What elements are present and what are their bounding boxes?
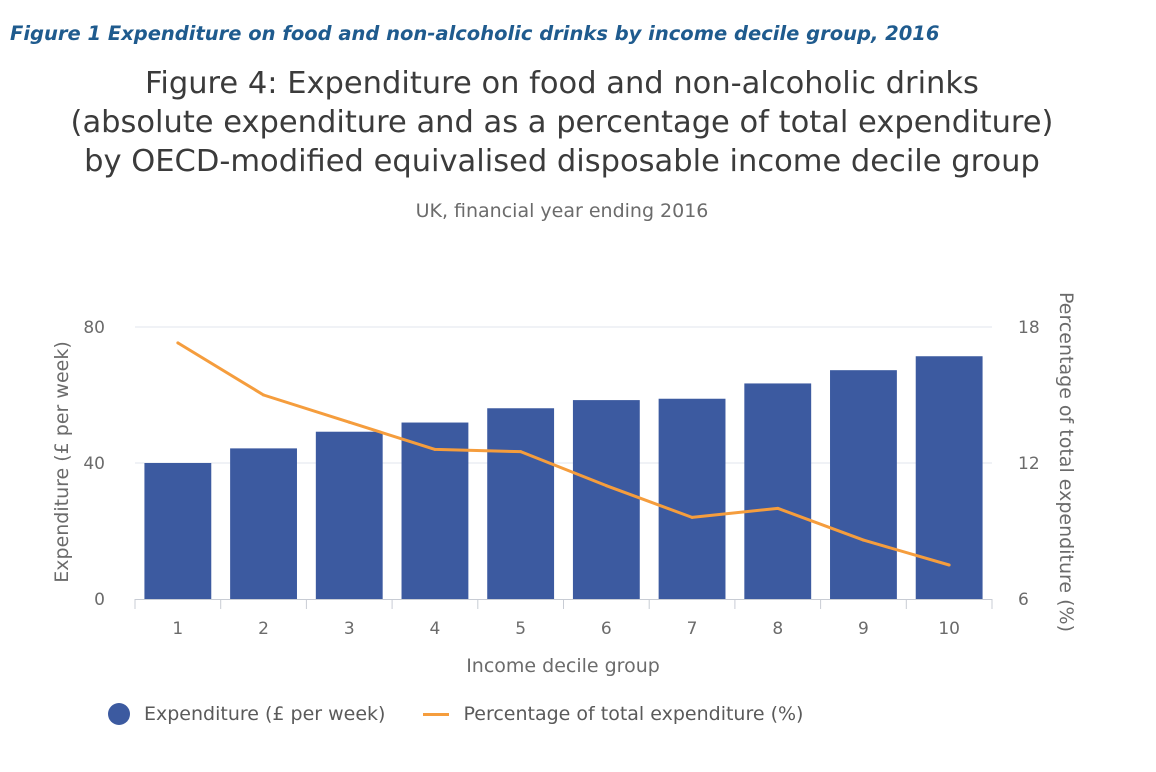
line-point — [861, 538, 865, 542]
legend: Expenditure (£ per week) Percentage of t… — [108, 703, 803, 725]
bar — [915, 356, 983, 599]
x-tick-label: 4 — [430, 619, 441, 639]
x-tick-label: 7 — [687, 619, 698, 639]
bar — [658, 398, 726, 599]
y-tick-label: 40 — [83, 454, 105, 474]
y-axis-left-ticks: 0 40 80 — [83, 318, 105, 610]
y-axis-left-title: Expenditure (£ per week) — [51, 341, 73, 582]
chart-title-line-1: Figure 4: Expenditure on food and non-al… — [145, 66, 979, 101]
bar — [487, 408, 555, 599]
y-tick-label: 0 — [94, 590, 105, 610]
line-point — [947, 563, 951, 567]
chart-title: Figure 4: Expenditure on food and non-al… — [0, 64, 1124, 181]
percentage-line-series — [176, 341, 951, 567]
legend-bar-swatch — [108, 703, 130, 725]
legend-line-swatch — [423, 712, 450, 716]
chart-subtitle: UK, financial year ending 2016 — [415, 200, 709, 222]
line-point — [604, 484, 608, 488]
bar — [401, 422, 469, 599]
y-tick-label: 80 — [83, 318, 105, 338]
line-point — [690, 515, 694, 519]
x-tick-label: 1 — [172, 619, 183, 639]
chart-title-line-2: (absolute expenditure and as a percentag… — [70, 105, 1054, 140]
x-tick-label: 9 — [858, 619, 869, 639]
line-point — [262, 393, 266, 397]
y2-tick-label: 6 — [1018, 590, 1029, 610]
x-axis-title: Income decile group — [466, 655, 660, 677]
y-axis-right-title: Percentage of total expenditure (%) — [1055, 292, 1077, 632]
chart-title-line-3: by OECD-modified equivalised disposable … — [84, 144, 1040, 179]
bar — [230, 448, 297, 599]
x-axis: 1 2 3 4 5 6 7 8 9 10 — [134, 599, 993, 639]
bar — [572, 400, 640, 599]
figure-caption: Figure 1 Expenditure on food and non-alc… — [10, 22, 940, 45]
line-point — [776, 506, 780, 510]
x-tick-label: 3 — [344, 619, 355, 639]
line-point — [519, 450, 523, 454]
y2-tick-label: 12 — [1018, 454, 1040, 474]
x-tick-label: 5 — [515, 619, 526, 639]
x-tick-label: 2 — [258, 619, 269, 639]
y-axis-right-ticks: 6 12 18 — [1018, 318, 1040, 610]
bars — [144, 356, 983, 599]
y2-tick-label: 18 — [1018, 318, 1040, 338]
x-tick-label: 6 — [601, 619, 612, 639]
legend-bar-label: Expenditure (£ per week) — [144, 703, 386, 725]
line-point — [347, 420, 351, 424]
legend-line-label: Percentage of total expenditure (%) — [463, 703, 804, 725]
line-point — [433, 447, 437, 451]
bar — [144, 463, 212, 599]
bar — [830, 370, 897, 599]
bar — [315, 431, 383, 599]
bar — [744, 383, 812, 599]
x-tick-label: 8 — [772, 619, 783, 639]
percentage-line — [177, 341, 950, 567]
x-tick-label: 10 — [938, 619, 960, 639]
line-point — [176, 341, 180, 345]
